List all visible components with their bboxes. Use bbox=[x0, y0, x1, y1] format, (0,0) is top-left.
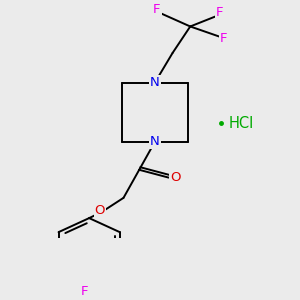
Text: F: F bbox=[153, 3, 160, 16]
Text: F: F bbox=[80, 285, 88, 298]
Text: N: N bbox=[150, 76, 160, 89]
Text: N: N bbox=[150, 135, 160, 148]
Text: O: O bbox=[95, 204, 105, 217]
Text: F: F bbox=[216, 6, 224, 19]
Text: O: O bbox=[170, 171, 181, 184]
Text: F: F bbox=[220, 32, 227, 45]
Text: HCl: HCl bbox=[229, 116, 254, 130]
